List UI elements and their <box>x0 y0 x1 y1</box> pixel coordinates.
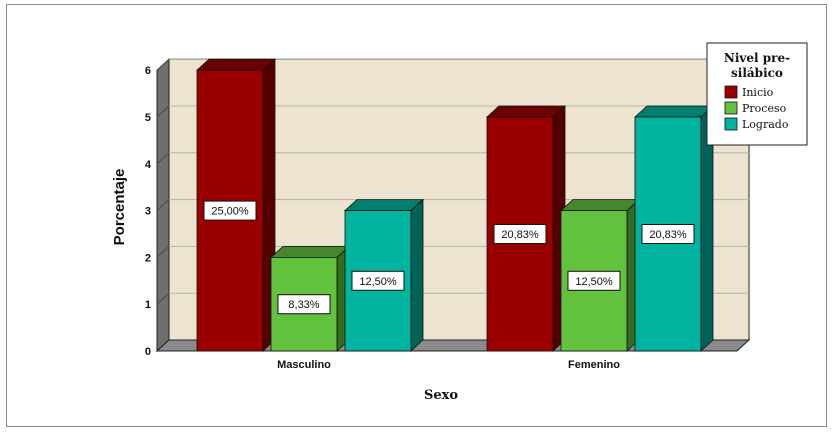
data-label-box <box>641 224 695 244</box>
x-category-label: Femenino <box>568 359 620 371</box>
data-label: 20,83% <box>501 229 539 241</box>
data-label-box <box>567 270 621 291</box>
data-labels: 25,00% 8,33% 12,50% 20,83% 12,50% 20,83% <box>203 200 695 315</box>
legend-swatch-proceso <box>724 101 738 115</box>
x-category-labels: Masculino Femenino <box>277 359 620 371</box>
side-gridline <box>156 58 170 71</box>
side-gridline <box>156 152 170 165</box>
bar-top <box>195 58 277 71</box>
data-label: 8,33% <box>288 299 319 311</box>
data-label-box <box>493 224 547 244</box>
y-tick-label: 5 <box>145 112 151 124</box>
bar-top <box>343 199 425 212</box>
legend-label-logrado: Logrado <box>742 118 789 131</box>
data-label-box <box>351 270 405 291</box>
legend-swatch-inicio <box>724 85 738 99</box>
bar-top <box>485 105 567 118</box>
y-tick-label: 4 <box>145 159 152 171</box>
side-gridline <box>156 105 170 118</box>
bar-side <box>410 198 424 352</box>
bar-top <box>559 199 641 212</box>
x-category-label: Masculino <box>277 359 331 371</box>
legend-box <box>706 42 808 146</box>
data-label-box <box>277 294 331 315</box>
legend-swatch-logrado <box>724 117 738 131</box>
y-tick-label: 2 <box>145 252 151 264</box>
side-gridline <box>156 246 170 258</box>
y-tick-label: 1 <box>145 299 151 311</box>
y-axis-title: Porcentaje <box>111 169 128 246</box>
bar-top <box>633 105 715 118</box>
data-label: 20,83% <box>649 229 687 241</box>
y-tick-label: 3 <box>145 206 151 218</box>
y-tick-label: 6 <box>145 65 151 77</box>
y-tick-labels: 0 1 2 3 4 5 6 <box>145 65 152 358</box>
legend-label-proceso: Proceso <box>742 102 787 115</box>
x-axis-title: Sexo <box>424 388 458 403</box>
legend: Nivel pre-silábico Inicio Proceso Logrado <box>706 42 808 146</box>
y-tick-label: 0 <box>145 346 151 358</box>
bar-top <box>269 245 351 258</box>
side-gridline <box>156 199 170 211</box>
data-label: 12,50% <box>359 276 397 288</box>
side-gridline <box>156 292 170 305</box>
data-label: 12,50% <box>575 276 613 288</box>
legend-label-inicio: Inicio <box>742 86 774 99</box>
data-label-box <box>203 200 257 221</box>
legend-title: Nivel pre- <box>724 51 790 65</box>
legend-title: silábico <box>731 66 783 80</box>
data-label: 25,00% <box>211 206 249 218</box>
